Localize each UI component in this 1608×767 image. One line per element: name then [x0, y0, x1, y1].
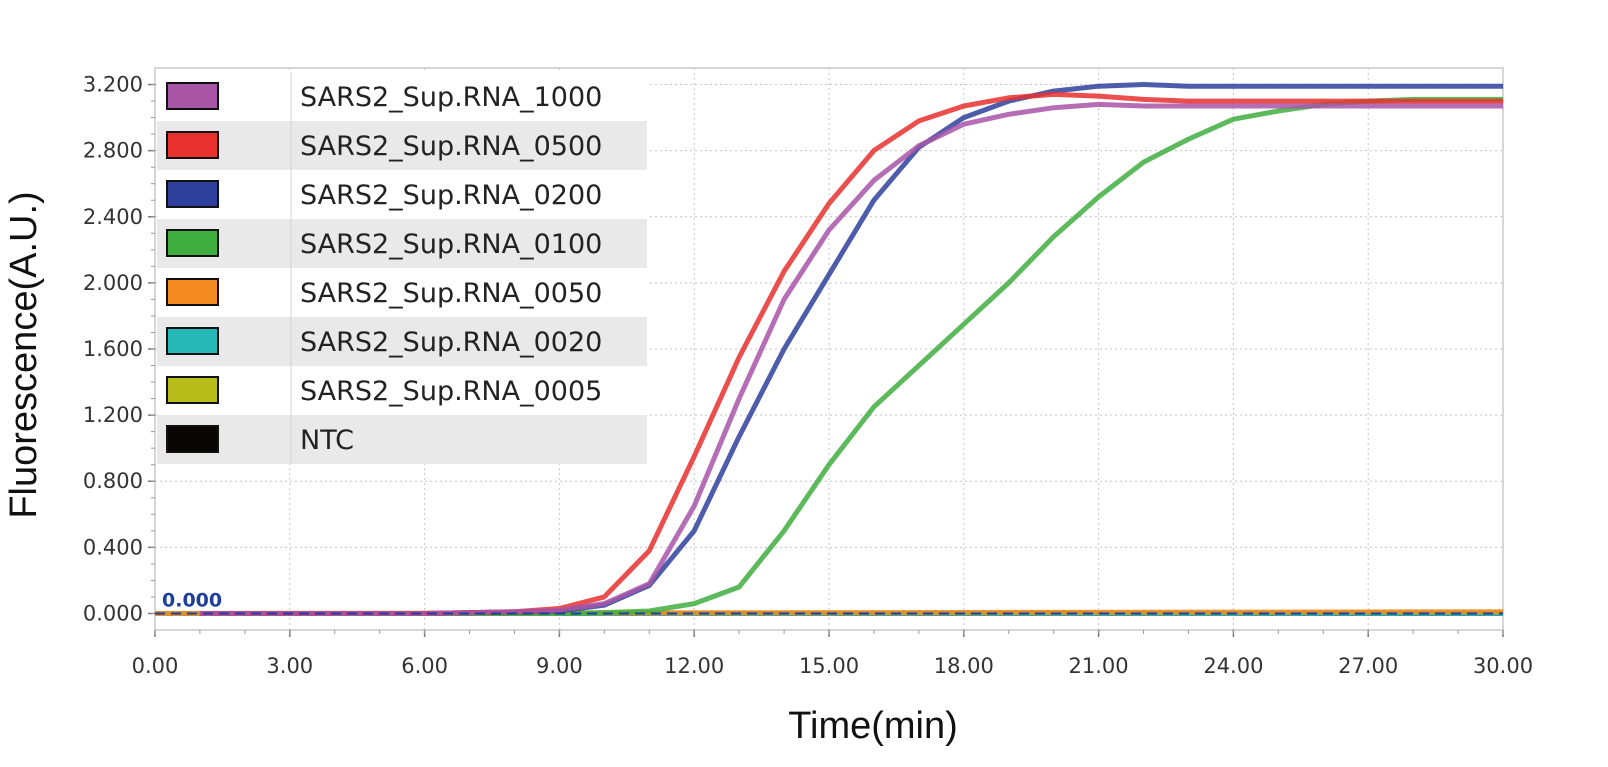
legend-swatch [166, 131, 219, 159]
x-tick-label: 18.00 [934, 654, 994, 678]
x-axis-ticks: 0.00 3.00 6.00 9.00 12.00 15.00 18.00 21.00 24.0… [132, 630, 1533, 678]
legend-label: SARS2_Sup.RNA_0020 [300, 327, 602, 358]
legend-row [157, 121, 647, 170]
y-tick-label: 3.200 [83, 73, 143, 97]
x-tick-label: 24.00 [1203, 654, 1263, 678]
y-tick-label: 2.800 [83, 139, 143, 163]
y-tick-label: 0.800 [83, 469, 143, 493]
baseline: 0.000 [155, 589, 1503, 615]
legend-row [157, 317, 647, 366]
x-tick-label: 21.00 [1069, 654, 1129, 678]
legend-label: SARS2_Sup.RNA_0100 [300, 229, 602, 260]
x-tick-label: 15.00 [799, 654, 859, 678]
legend-label: NTC [300, 425, 354, 456]
legend-swatch [166, 82, 219, 110]
y-axis-ticks: 0.000 0.400 0.800 1.200 1.600 2.000 2.400 2.800… [83, 73, 155, 625]
legend-row [157, 170, 647, 219]
y-tick-label: 0.000 [83, 601, 143, 625]
legend-swatch [166, 425, 219, 453]
y-axis-title: Fluorescence(A.U.) [3, 191, 45, 518]
x-tick-label: 30.00 [1473, 654, 1533, 678]
legend-row [157, 268, 647, 317]
y-tick-label: 2.000 [83, 271, 143, 295]
legend-swatch [166, 278, 219, 306]
legend-label: SARS2_Sup.RNA_0500 [300, 131, 602, 162]
legend-row [157, 219, 647, 268]
legend: SARS2_Sup.RNA_1000 SARS2_Sup.RNA_0500 SARS… [157, 72, 647, 464]
legend-row [157, 366, 647, 415]
y-tick-label: 1.600 [83, 337, 143, 361]
x-tick-label: 3.00 [266, 654, 313, 678]
legend-label: SARS2_Sup.RNA_0200 [300, 180, 602, 211]
y-tick-label: 1.200 [83, 403, 143, 427]
legend-swatch [166, 180, 219, 208]
legend-row [157, 415, 647, 464]
legend-swatch [166, 376, 219, 404]
x-axis-title: Time(min) [788, 705, 958, 747]
legend-label: SARS2_Sup.RNA_1000 [300, 82, 602, 113]
y-tick-label: 0.400 [83, 535, 143, 559]
legend-label: SARS2_Sup.RNA_0005 [300, 376, 602, 407]
legend-swatch [166, 229, 219, 257]
x-tick-label: 27.00 [1338, 654, 1398, 678]
y-tick-label: 2.400 [83, 205, 143, 229]
threshold-label: 0.000 [162, 589, 222, 611]
legend-row [157, 72, 647, 121]
legend-swatch [166, 327, 219, 355]
x-tick-label: 0.00 [132, 654, 179, 678]
x-tick-label: 9.00 [536, 654, 583, 678]
legend-label: SARS2_Sup.RNA_0050 [300, 278, 602, 309]
x-tick-label: 6.00 [401, 654, 448, 678]
x-tick-label: 12.00 [664, 654, 724, 678]
